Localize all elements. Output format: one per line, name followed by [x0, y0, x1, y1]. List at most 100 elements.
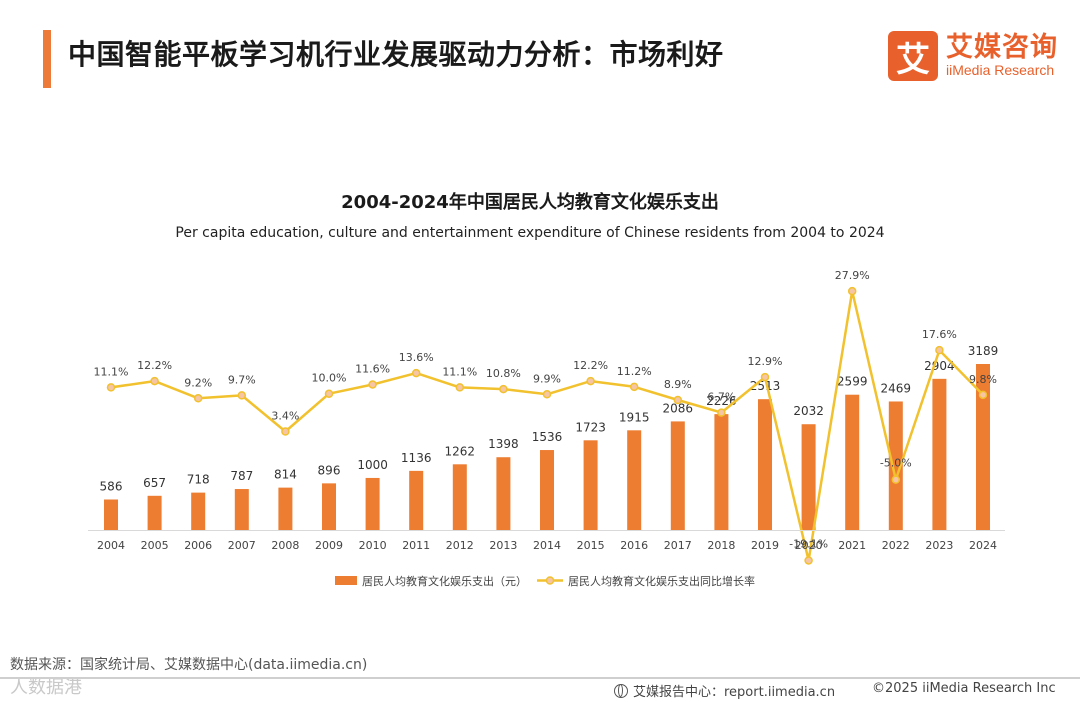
growth-point-2011	[411, 368, 421, 378]
bar-2021	[845, 394, 860, 530]
growth-label-2022: -5.0%	[880, 457, 912, 470]
x-tick-2019: 2019	[751, 539, 779, 552]
growth-label-2009: 10.0%	[312, 372, 347, 385]
bar-2004	[104, 499, 118, 530]
bar-label-2021: 2599	[837, 375, 868, 389]
growth-label-2017: 8.9%	[664, 378, 692, 391]
growth-label-2020: -19.1%	[789, 537, 828, 550]
growth-label-2015: 12.2%	[573, 359, 608, 372]
x-tick-2007: 2007	[228, 539, 256, 552]
growth-point-2012	[455, 383, 465, 392]
growth-point-2006	[193, 394, 203, 403]
logo-cn: 艾媒咨询	[946, 32, 1058, 64]
bar-2022	[888, 401, 903, 530]
bar-2010	[365, 477, 380, 530]
bar-2016	[627, 430, 642, 530]
growth-point-2021	[847, 286, 857, 296]
bar-label-2011: 1136	[401, 451, 432, 465]
x-tick-2008: 2008	[271, 539, 299, 552]
bar-label-2010: 1000	[357, 458, 388, 472]
bar-label-2018: 2226	[706, 394, 737, 408]
legend-line-marker	[545, 576, 555, 585]
bar-2023	[932, 378, 947, 530]
growth-point-2015	[586, 376, 595, 386]
bar-label-2004: 586	[100, 479, 123, 493]
growth-label-2013: 10.8%	[486, 367, 521, 380]
growth-label-2021: 27.9%	[835, 269, 870, 282]
chart-legend: 居民人均教育文化娱乐支出（元） 居民人均教育文化娱乐支出同比增长率	[335, 574, 755, 588]
bar-label-2024: 3189	[968, 344, 999, 358]
growth-label-2019: 12.9%	[748, 355, 783, 368]
bar-label-2009: 896	[318, 463, 341, 477]
x-tick-2015: 2015	[577, 539, 605, 552]
growth-point-2024	[978, 390, 988, 400]
growth-point-2020	[804, 556, 813, 565]
bar-2008	[278, 487, 293, 530]
x-tick-2021: 2021	[838, 539, 866, 552]
source-note: 数据来源：国家统计局、艾媒数据中心(data.iimedia.cn)	[10, 657, 368, 673]
growth-point-2014	[542, 390, 552, 399]
x-tick-2014: 2014	[533, 539, 561, 552]
x-tick-2012: 2012	[446, 539, 474, 552]
footer-report-text: 艾媒报告中心：report.iimedia.cn	[633, 685, 836, 700]
bar-label-2005: 657	[143, 476, 166, 490]
legend-bar-swatch	[335, 576, 357, 585]
bar-2020	[801, 424, 816, 530]
growth-label-2006: 9.2%	[184, 376, 212, 389]
growth-point-2009	[324, 389, 334, 398]
growth-label-2008: 3.4%	[271, 410, 299, 423]
growth-point-2023	[935, 345, 944, 355]
bar-2019	[758, 399, 772, 530]
bar-2006	[191, 492, 206, 530]
growth-point-2004	[106, 383, 116, 392]
chart-subtitle: Per capita education, culture and entert…	[175, 225, 884, 241]
bar-2013	[496, 457, 511, 530]
bar-label-2017: 2086	[663, 401, 694, 415]
x-tick-2004: 2004	[97, 539, 125, 552]
bar-2005	[147, 495, 162, 530]
brand-logo: 艾 艾媒咨询 iiMedia Research	[888, 30, 1058, 82]
growth-label-2024: 9.8%	[969, 373, 997, 386]
growth-label-2012: 11.1%	[442, 365, 477, 378]
bar-2011	[409, 470, 424, 530]
bar-2012	[452, 464, 467, 530]
growth-point-2019	[760, 372, 770, 382]
x-tick-2024: 2024	[969, 539, 997, 552]
bar-label-2022: 2469	[881, 381, 912, 395]
footer-report[interactable]: 艾媒报告中心：report.iimedia.cn	[614, 681, 835, 700]
x-tick-2022: 2022	[882, 539, 910, 552]
footer-copyright: ©2025 iiMedia Research Inc	[872, 681, 1056, 696]
logo-en: iiMedia Research	[946, 61, 1055, 78]
x-tick-2009: 2009	[315, 539, 343, 552]
growth-label-2011: 13.6%	[399, 351, 434, 364]
growth-point-2022	[891, 475, 901, 484]
growth-point-2018	[717, 408, 726, 417]
chart: 2004-2024年中国居民人均教育文化娱乐支出 Per capita educ…	[88, 191, 1005, 588]
x-tick-2011: 2011	[402, 539, 430, 552]
bar-2014	[540, 450, 554, 530]
growth-label-2004: 11.1%	[94, 365, 129, 378]
x-tick-2006: 2006	[184, 539, 212, 552]
growth-label-2010: 11.6%	[355, 363, 390, 376]
x-tick-2017: 2017	[664, 539, 692, 552]
growth-label-2014: 9.9%	[533, 372, 561, 385]
footer-divider	[0, 677, 1080, 679]
legend-bar-label: 居民人均教育文化娱乐支出（元）	[362, 574, 527, 588]
bar-label-2014: 1536	[532, 430, 563, 444]
growth-label-2023: 17.6%	[922, 328, 957, 341]
growth-point-2013	[499, 384, 508, 394]
growth-point-2008	[281, 427, 290, 436]
bar-2017	[670, 421, 685, 530]
title-accent-bar	[43, 30, 51, 88]
bar-label-2020: 2032	[793, 404, 824, 418]
bar-label-2015: 1723	[575, 420, 606, 434]
growth-point-2010	[368, 380, 377, 389]
legend-line-label: 居民人均教育文化娱乐支出同比增长率	[568, 574, 755, 588]
growth-point-2005	[150, 376, 159, 386]
x-tick-2020: 2020	[795, 539, 823, 552]
bar-2018	[714, 414, 729, 530]
bar-label-2013: 1398	[488, 437, 519, 451]
bar-label-2016: 1915	[619, 410, 650, 424]
growth-label-2016: 11.2%	[617, 365, 652, 378]
x-tick-2005: 2005	[141, 539, 169, 552]
